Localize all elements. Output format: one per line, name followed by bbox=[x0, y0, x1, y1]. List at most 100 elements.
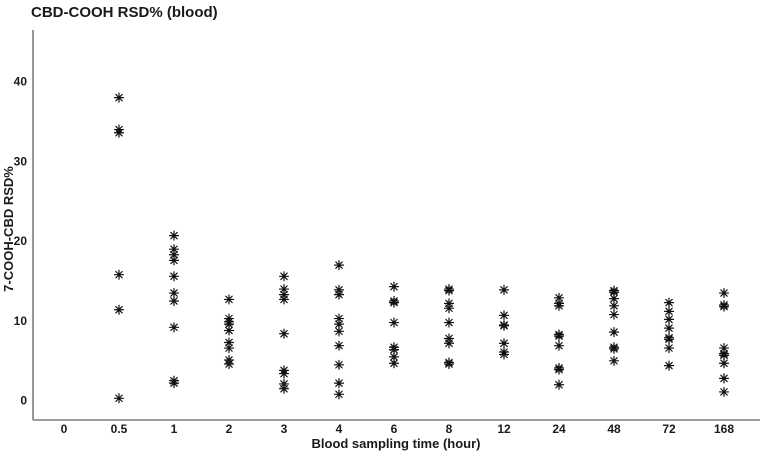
data-point-marker bbox=[663, 334, 675, 345]
data-point-marker bbox=[718, 342, 730, 354]
data-point-marker bbox=[333, 326, 345, 337]
data-point-marker bbox=[443, 338, 455, 349]
x-tick-label: 3 bbox=[281, 422, 288, 436]
data-point-marker bbox=[278, 368, 290, 379]
data-point-marker bbox=[168, 249, 180, 260]
chart-title: CBD-COOH RSD% (blood) bbox=[31, 4, 218, 21]
data-point-marker bbox=[333, 389, 345, 400]
data-point-marker bbox=[663, 297, 675, 308]
y-tick-label: 30 bbox=[14, 154, 28, 168]
data-point-marker bbox=[443, 285, 455, 296]
data-point-marker bbox=[718, 386, 730, 398]
y-axis-label: 7-COOH-CBD RSD% bbox=[1, 166, 16, 292]
y-tick-label: 10 bbox=[14, 314, 28, 328]
data-point-marker bbox=[113, 393, 125, 404]
x-tick-label: 8 bbox=[446, 422, 453, 436]
x-tick-label: 2 bbox=[226, 422, 233, 436]
y-tick-label: 20 bbox=[14, 234, 28, 248]
data-point-marker bbox=[608, 309, 620, 320]
data-point-marker bbox=[168, 378, 180, 389]
data-point-marker bbox=[278, 283, 290, 295]
data-point-marker bbox=[553, 292, 565, 303]
data-point-marker bbox=[663, 306, 675, 317]
data-point-marker bbox=[718, 287, 730, 299]
data-point-marker bbox=[608, 343, 620, 354]
data-point-marker bbox=[663, 323, 675, 334]
data-point-marker bbox=[443, 358, 455, 370]
data-point-marker bbox=[333, 289, 345, 300]
data-point-marker bbox=[168, 322, 180, 333]
data-point-marker bbox=[223, 325, 235, 336]
data-point-marker bbox=[498, 284, 510, 295]
data-point-marker bbox=[608, 293, 620, 304]
data-point-marker bbox=[333, 319, 345, 330]
y-tick-label: 40 bbox=[14, 75, 28, 89]
data-point-marker bbox=[553, 300, 565, 311]
data-point-marker bbox=[388, 281, 400, 292]
x-tick-label: 1 bbox=[171, 422, 178, 436]
data-point-marker bbox=[498, 349, 510, 360]
data-points bbox=[113, 92, 730, 404]
data-point-marker bbox=[278, 271, 290, 282]
data-point-marker bbox=[608, 300, 620, 311]
data-point-marker bbox=[223, 342, 235, 354]
data-point-marker bbox=[388, 297, 400, 308]
x-tick-label: 48 bbox=[607, 422, 621, 436]
data-point-marker bbox=[663, 360, 675, 371]
data-point-marker bbox=[333, 378, 345, 389]
data-point-marker bbox=[113, 269, 125, 280]
data-point-marker bbox=[498, 320, 510, 331]
x-tick-label: 12 bbox=[497, 422, 511, 436]
data-point-marker bbox=[168, 230, 180, 241]
data-point-marker bbox=[333, 359, 345, 370]
data-point-marker bbox=[553, 340, 565, 351]
data-point-marker bbox=[553, 379, 565, 390]
data-point-marker bbox=[718, 301, 730, 312]
data-point-marker bbox=[113, 127, 125, 138]
data-point-marker bbox=[443, 317, 455, 328]
data-point-marker bbox=[113, 92, 125, 103]
data-point-marker bbox=[718, 350, 730, 361]
data-point-marker bbox=[608, 327, 620, 338]
axes bbox=[32, 30, 760, 421]
data-point-marker bbox=[333, 340, 345, 351]
x-tick-label: 0 bbox=[61, 422, 68, 436]
data-point-marker bbox=[223, 358, 235, 370]
data-point-marker bbox=[168, 271, 180, 282]
data-point-marker bbox=[388, 344, 400, 355]
data-point-marker bbox=[113, 304, 125, 315]
x-tick-label: 168 bbox=[714, 422, 734, 436]
data-point-marker bbox=[388, 317, 400, 328]
data-point-marker bbox=[223, 337, 235, 348]
data-point-marker bbox=[278, 294, 290, 305]
data-point-marker bbox=[663, 342, 675, 354]
data-point-marker bbox=[718, 373, 730, 384]
data-point-marker bbox=[168, 255, 180, 266]
data-point-marker bbox=[388, 358, 400, 369]
data-point-marker bbox=[608, 355, 620, 366]
data-point-marker bbox=[608, 287, 620, 298]
data-point-marker bbox=[333, 313, 345, 324]
data-point-marker bbox=[498, 338, 510, 349]
x-axis-label: Blood sampling time (hour) bbox=[312, 436, 481, 451]
data-point-marker bbox=[278, 328, 290, 339]
data-point-marker bbox=[388, 351, 400, 362]
data-point-marker bbox=[553, 331, 565, 342]
x-tick-label: 4 bbox=[336, 422, 343, 436]
data-point-marker bbox=[663, 314, 675, 325]
x-tick-label: 24 bbox=[552, 422, 566, 436]
data-point-marker bbox=[443, 303, 455, 314]
data-point-marker bbox=[223, 294, 235, 305]
data-point-marker bbox=[223, 319, 235, 330]
data-point-marker bbox=[278, 383, 290, 394]
data-point-marker bbox=[498, 310, 510, 321]
x-tick-label: 6 bbox=[391, 422, 398, 436]
y-tick-label: 0 bbox=[20, 394, 27, 408]
x-tick-label: 72 bbox=[662, 422, 676, 436]
data-point-marker bbox=[168, 244, 180, 255]
data-point-marker bbox=[168, 287, 180, 299]
x-tick-label: 0.5 bbox=[111, 422, 128, 436]
